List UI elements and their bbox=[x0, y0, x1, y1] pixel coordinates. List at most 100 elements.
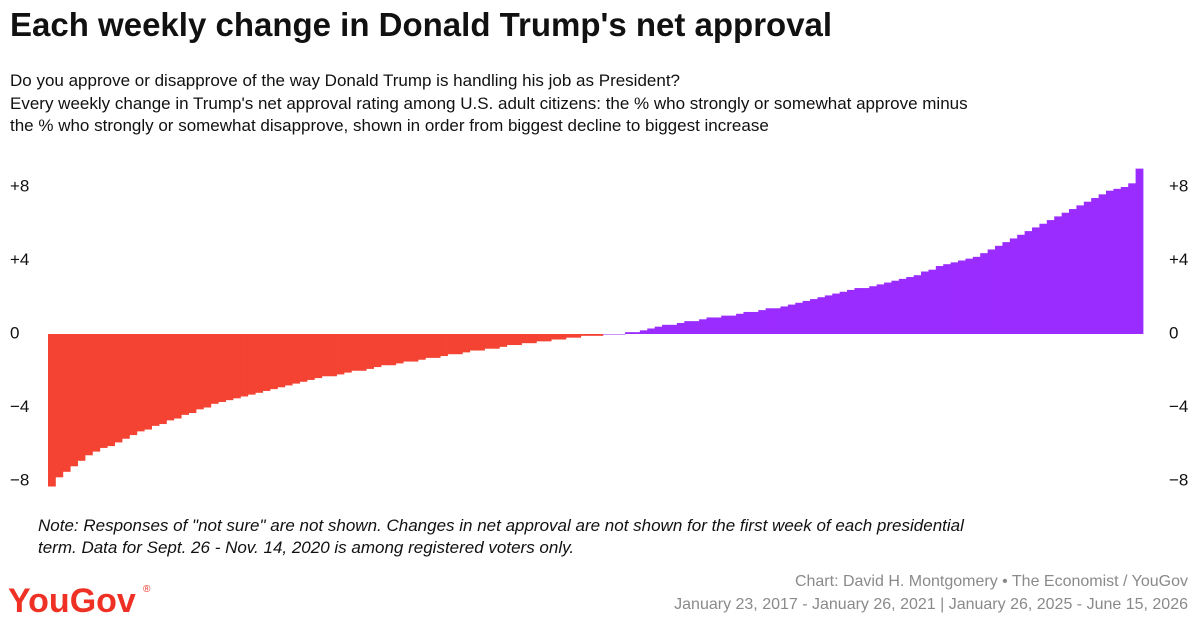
y-tick-label: 0 bbox=[1169, 323, 1178, 342]
bar bbox=[514, 334, 522, 346]
bar bbox=[847, 289, 855, 334]
bar bbox=[898, 278, 907, 334]
bar bbox=[232, 334, 241, 399]
bar bbox=[484, 334, 493, 349]
bar bbox=[343, 334, 352, 373]
bar bbox=[358, 334, 367, 371]
bar bbox=[195, 334, 204, 410]
bar bbox=[832, 293, 841, 334]
subtitle: Every weekly change in Trump's net appro… bbox=[10, 94, 968, 113]
bar bbox=[1046, 220, 1055, 334]
bar bbox=[810, 299, 818, 334]
bar bbox=[743, 311, 752, 334]
bar bbox=[329, 334, 337, 377]
bar bbox=[158, 334, 167, 425]
bar bbox=[314, 334, 323, 379]
bar bbox=[854, 288, 863, 334]
bar bbox=[255, 334, 263, 393]
bar bbox=[1106, 190, 1114, 334]
bar bbox=[928, 269, 937, 334]
bar bbox=[107, 334, 115, 447]
bar bbox=[965, 258, 974, 334]
bar bbox=[425, 334, 434, 358]
bar bbox=[477, 334, 485, 351]
bar bbox=[706, 317, 715, 334]
bar bbox=[595, 334, 604, 336]
bar bbox=[395, 334, 404, 364]
bar bbox=[55, 334, 64, 478]
bar bbox=[173, 334, 182, 419]
bar bbox=[958, 260, 966, 334]
bar bbox=[699, 319, 707, 334]
subtitle: the % who strongly or somewhat disapprov… bbox=[10, 116, 769, 135]
bar bbox=[817, 297, 826, 334]
bar bbox=[669, 324, 678, 334]
bar bbox=[773, 308, 781, 334]
bar bbox=[84, 334, 93, 456]
bar bbox=[787, 304, 796, 334]
logo: YouGov bbox=[8, 582, 136, 620]
bar bbox=[676, 322, 685, 334]
bar bbox=[758, 310, 767, 334]
bar bbox=[99, 334, 108, 448]
credits: January 23, 2017 - January 26, 2021 | Ja… bbox=[674, 596, 1188, 613]
bar bbox=[454, 334, 463, 355]
bar bbox=[876, 284, 885, 334]
bar bbox=[181, 334, 189, 415]
bar bbox=[491, 334, 500, 349]
bar bbox=[921, 271, 929, 334]
bar bbox=[943, 264, 952, 334]
bar bbox=[366, 334, 374, 369]
bar bbox=[647, 328, 656, 334]
bar bbox=[432, 334, 441, 358]
bar bbox=[166, 334, 175, 421]
bar bbox=[506, 334, 515, 346]
bar bbox=[625, 332, 633, 334]
bar bbox=[573, 334, 582, 338]
bar bbox=[440, 334, 448, 357]
bar bbox=[292, 334, 300, 384]
bar bbox=[721, 315, 730, 334]
y-tick-label: +8 bbox=[1169, 176, 1188, 195]
bar bbox=[980, 253, 989, 334]
bar bbox=[602, 334, 611, 335]
bar bbox=[1024, 231, 1033, 334]
y-tick-label: −4 bbox=[10, 397, 29, 416]
bar bbox=[247, 334, 256, 395]
bar bbox=[617, 334, 626, 335]
bar bbox=[950, 262, 959, 334]
logo-mark: ® bbox=[143, 584, 151, 595]
credits: Chart: David H. Montgomery • The Economi… bbox=[795, 573, 1188, 590]
bar bbox=[580, 334, 589, 336]
bar bbox=[995, 245, 1003, 334]
bar bbox=[869, 286, 878, 334]
bar bbox=[351, 334, 360, 371]
bar bbox=[1113, 188, 1122, 334]
bar bbox=[469, 334, 478, 351]
bar bbox=[121, 334, 130, 439]
bar bbox=[129, 334, 138, 436]
bar bbox=[750, 311, 759, 334]
bar bbox=[188, 334, 197, 414]
bar bbox=[1120, 187, 1129, 334]
bar bbox=[861, 288, 870, 334]
bar bbox=[1061, 212, 1070, 334]
bar bbox=[225, 334, 234, 401]
bar bbox=[972, 256, 981, 334]
bar bbox=[736, 313, 744, 334]
bar bbox=[543, 334, 552, 342]
bar bbox=[284, 334, 293, 386]
bar bbox=[684, 321, 693, 334]
bar bbox=[388, 334, 397, 366]
bar bbox=[203, 334, 212, 408]
bar bbox=[662, 324, 670, 334]
bar bbox=[1032, 227, 1040, 334]
bar bbox=[336, 334, 345, 375]
bar bbox=[632, 332, 641, 334]
bar bbox=[884, 282, 892, 334]
bar bbox=[151, 334, 160, 426]
bar bbox=[499, 334, 508, 347]
bar bbox=[1002, 242, 1011, 334]
bar bbox=[795, 302, 804, 334]
